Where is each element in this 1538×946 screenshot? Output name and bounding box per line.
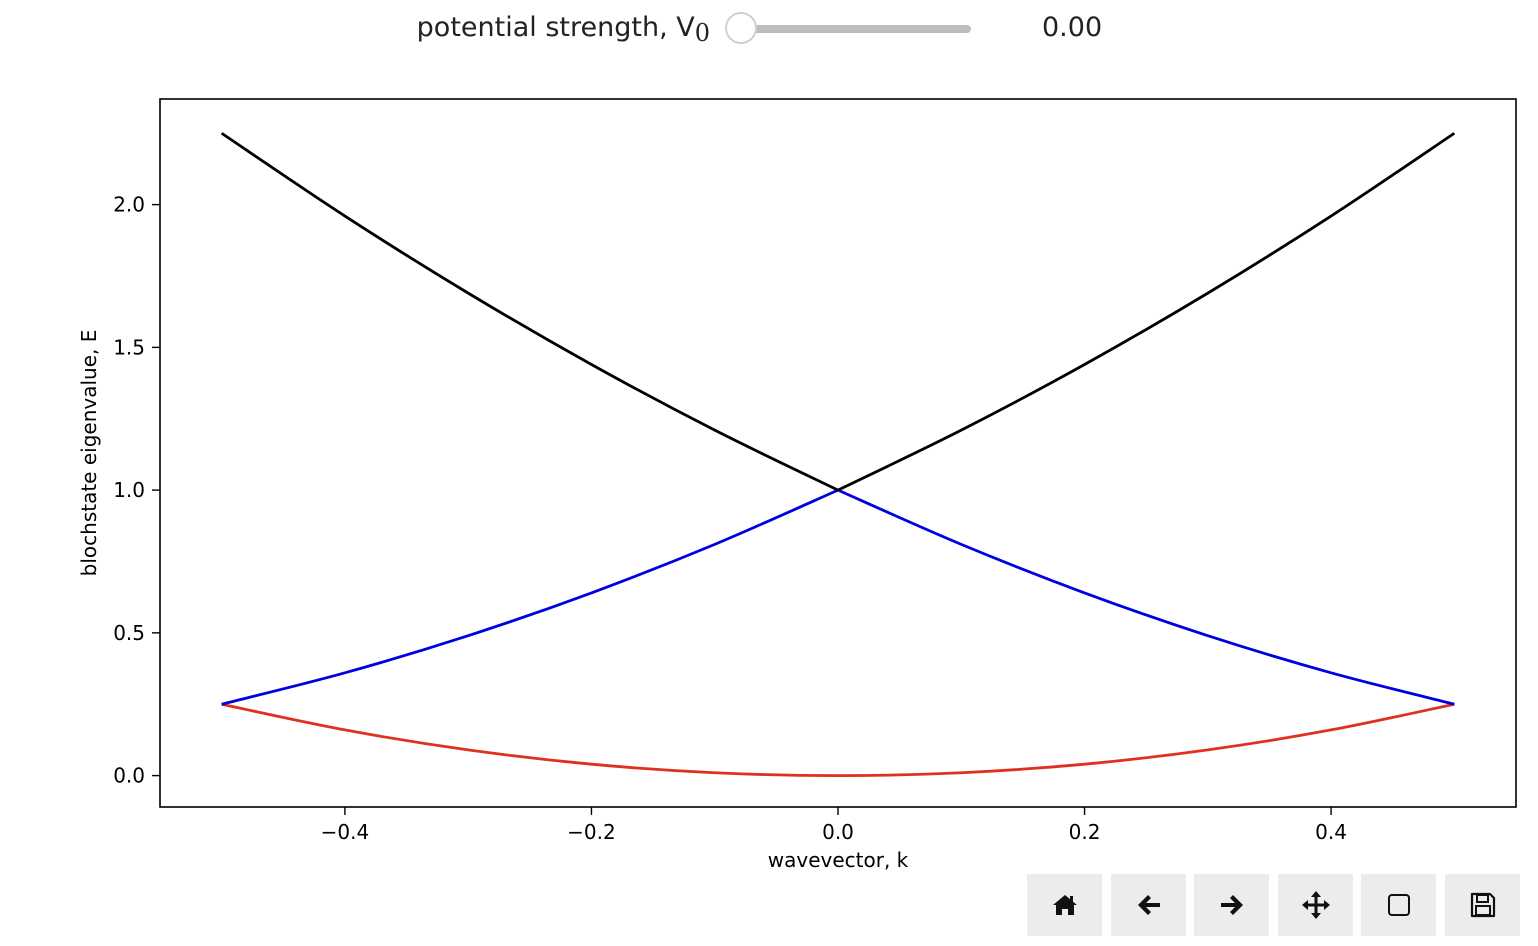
- plot-frame: [159, 98, 1517, 808]
- series-line-2: [837, 488, 1455, 706]
- x-tick-label: −0.4: [321, 820, 370, 844]
- potential-slider-handle[interactable]: [725, 12, 757, 44]
- y-tick-label: 1.5: [113, 335, 145, 359]
- forward-button[interactable]: [1194, 874, 1269, 936]
- zoom-rect-icon: [1387, 894, 1410, 916]
- x-axis-label: wavevector, k: [768, 848, 909, 872]
- potential-slider-track[interactable]: [740, 25, 971, 33]
- x-tick-label: −0.2: [567, 820, 616, 844]
- series-line-0: [221, 702, 1455, 777]
- x-tick-label: 0.4: [1315, 820, 1347, 844]
- slider-value: 0.00: [1042, 12, 1103, 43]
- back-button[interactable]: [1111, 874, 1186, 936]
- pan-button[interactable]: [1278, 874, 1353, 936]
- series-line-4: [837, 132, 1456, 492]
- slider-label-subscript: 0: [694, 19, 710, 47]
- slider-row: potential strength, V0 0.00: [0, 0, 1538, 60]
- x-tick-label: 0.0: [822, 820, 854, 844]
- y-axis-label: blochstate eigenvalue, E: [77, 330, 101, 577]
- y-tick-label: 2.0: [113, 193, 145, 217]
- series-line-1: [221, 488, 839, 706]
- y-tick-label: 0.5: [113, 621, 145, 645]
- arrow-left-icon: [1137, 895, 1160, 915]
- zoom-button[interactable]: [1361, 874, 1436, 936]
- home-icon: [1052, 895, 1077, 915]
- series-line-3: [220, 132, 839, 492]
- slider-label: potential strength, V0: [416, 12, 710, 47]
- y-tick-label: 1.0: [113, 478, 145, 502]
- y-tick-label: 0.0: [113, 764, 145, 788]
- move-icon: [1301, 891, 1330, 919]
- arrow-right-icon: [1220, 895, 1243, 915]
- save-icon: [1470, 892, 1495, 918]
- save-button[interactable]: [1445, 874, 1520, 936]
- home-button[interactable]: [1027, 874, 1102, 936]
- x-tick-label: 0.2: [1069, 820, 1101, 844]
